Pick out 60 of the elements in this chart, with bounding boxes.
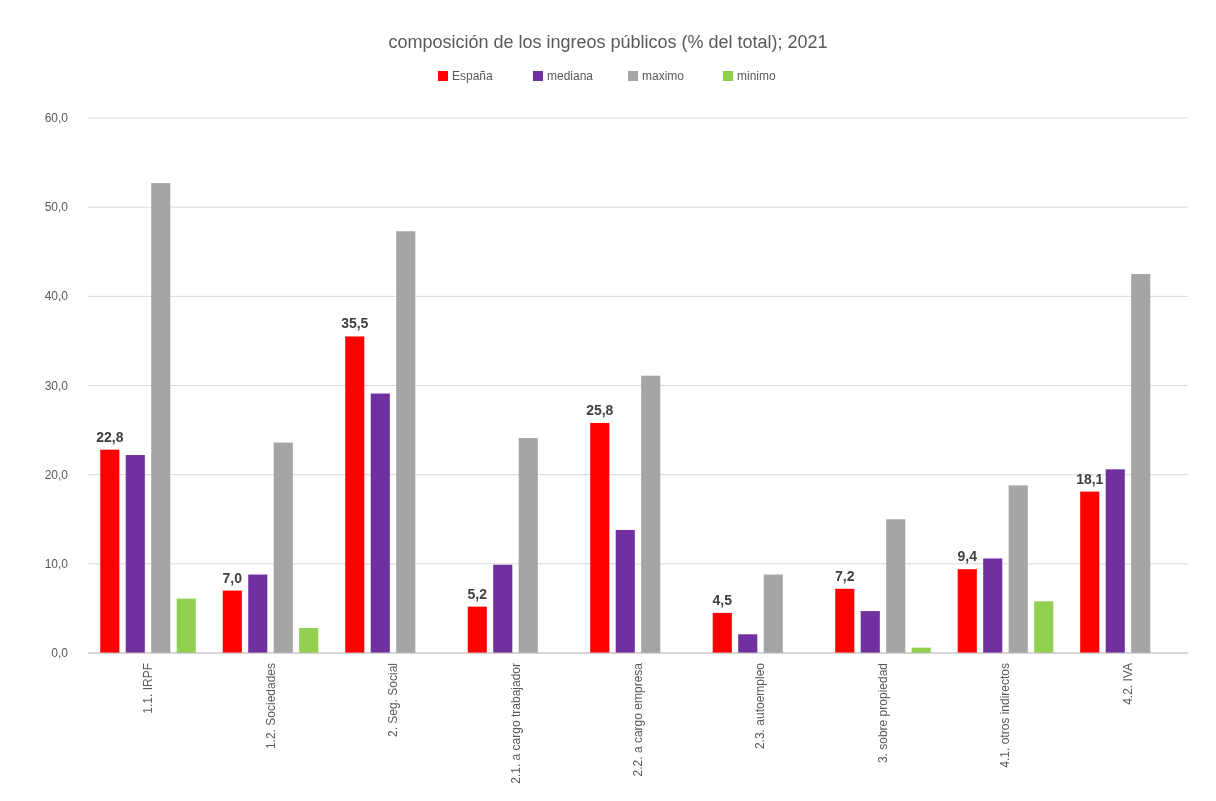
bar	[370, 393, 390, 653]
bar	[1008, 485, 1028, 653]
bar	[1105, 469, 1125, 653]
x-tick-label: 2.2. a cargo empresa	[631, 662, 645, 777]
data-label: 4,5	[712, 591, 733, 608]
x-tick-label: 2.3. autoempleo	[753, 662, 768, 750]
bar	[493, 564, 513, 653]
y-tick-label: 40,0	[44, 289, 69, 304]
data-label: 7,0	[222, 569, 243, 586]
bar	[176, 598, 196, 653]
bar	[738, 634, 758, 653]
data-label: 25,8	[586, 401, 614, 418]
bar	[835, 588, 855, 653]
bar	[151, 183, 171, 653]
bar	[248, 574, 268, 653]
bar	[1131, 274, 1151, 653]
bar	[467, 606, 487, 653]
y-tick-label: 30,0	[44, 378, 69, 393]
bar	[125, 455, 145, 653]
y-tick-label: 10,0	[44, 556, 69, 571]
bar	[518, 438, 538, 653]
bar	[1080, 491, 1100, 653]
y-tick-label: 60,0	[44, 111, 69, 125]
bar	[641, 375, 661, 653]
bar	[1034, 601, 1054, 653]
bar	[299, 628, 319, 653]
data-label: 7,2	[835, 567, 855, 584]
y-tick-label: 50,0	[44, 200, 69, 215]
x-tick-label: 4.1. otros indirectos	[998, 663, 1013, 768]
bar	[222, 590, 242, 653]
legend-label: maximo	[642, 69, 685, 83]
bar	[396, 231, 416, 653]
bar	[860, 611, 880, 653]
bar	[100, 449, 120, 653]
data-label: 18,1	[1076, 470, 1104, 487]
bar	[763, 574, 783, 653]
bar	[712, 612, 732, 653]
bar	[957, 569, 977, 653]
legend-label: minimo	[737, 69, 776, 83]
data-label: 9,4	[957, 548, 978, 565]
bar	[345, 336, 365, 653]
bar	[886, 519, 906, 653]
x-tick-label: 1.2. Sociedades	[263, 663, 278, 750]
x-tick-label: 2.1. a cargo trabajador	[508, 663, 523, 784]
chart-title: composición de los ingreos públicos (% del total); 2021	[388, 32, 828, 52]
bar	[590, 422, 610, 653]
data-label: 22,8	[96, 428, 124, 445]
x-tick-label: 1.1. IRPF	[141, 663, 156, 714]
bar	[615, 529, 635, 653]
data-label: 5,2	[467, 585, 488, 602]
y-tick-label: 0,0	[51, 646, 69, 660]
bar	[273, 442, 293, 653]
data-label: 35,5	[341, 315, 369, 332]
x-tick-label: 3. sobre propiedad	[875, 663, 890, 764]
legend-label: mediana	[547, 69, 594, 83]
x-tick-label: 4.2. IVA	[1120, 663, 1135, 705]
x-tick-label: 2. Seg. Social	[386, 663, 401, 738]
legend-label: España	[452, 69, 494, 83]
y-tick-label: 20,0	[44, 467, 69, 482]
bar	[983, 558, 1003, 653]
